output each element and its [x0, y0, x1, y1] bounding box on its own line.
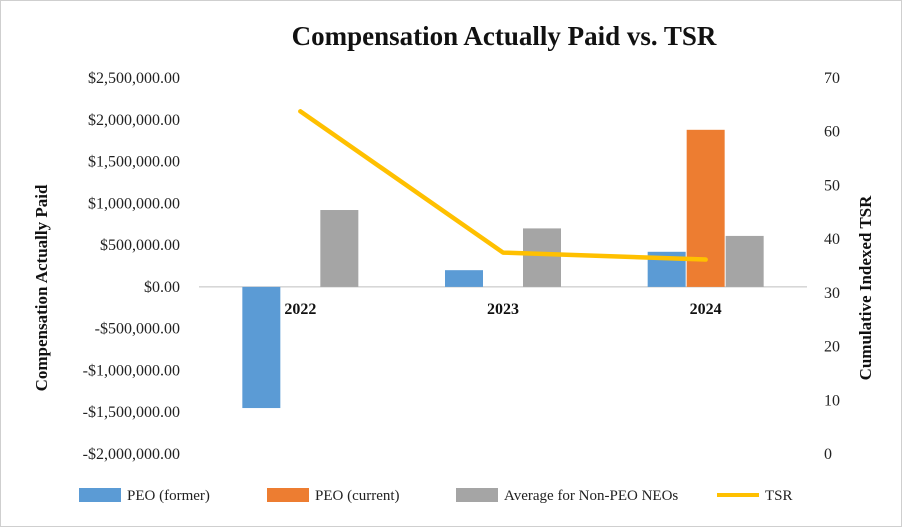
category-label-2023: 2023 [487, 301, 519, 318]
bar-peo-former--2022 [242, 286, 281, 409]
y-tick-label: $1,000,000.00 [88, 195, 180, 212]
legend-label-peo-former-: PEO (former) [127, 488, 210, 504]
bars-group [242, 129, 764, 409]
y2-axis-ticks: 70 60 50 40 30 20 10 0 [824, 70, 840, 463]
y2-tick-label: 30 [824, 285, 840, 302]
y2-tick-label: 70 [824, 70, 840, 87]
y2-tick-label: 20 [824, 339, 840, 356]
legend-swatch-peo-former- [79, 488, 121, 502]
y-tick-label: -$1,500,000.00 [83, 404, 180, 421]
y-tick-label: $500,000.00 [100, 237, 180, 254]
category-label-2022: 2022 [284, 301, 316, 318]
y-tick-label: -$500,000.00 [95, 321, 180, 338]
y-tick-label: $2,000,000.00 [88, 112, 180, 129]
category-labels: 2022 2023 2024 [284, 301, 721, 318]
legend-label-peo-current-: PEO (current) [315, 488, 400, 504]
bar-peo-current--2024 [686, 129, 725, 287]
y2-tick-label: 40 [824, 231, 840, 248]
legend-swatch-peo-current- [267, 488, 309, 502]
bar-average-for-non-peo-neos-2024 [725, 235, 764, 287]
y-tick-label: -$1,000,000.00 [83, 362, 180, 379]
tsr-line-group [298, 109, 708, 262]
y-tick-label: -$2,000,000.00 [83, 446, 180, 463]
chart-title: Compensation Actually Paid vs. TSR [292, 21, 717, 51]
y-tick-label: $0.00 [144, 279, 180, 296]
legend-swatch-average-for-non-peo-neos [456, 488, 498, 502]
bar-peo-former--2023 [445, 270, 483, 287]
y-tick-label: $1,500,000.00 [88, 154, 180, 171]
y2-tick-label: 50 [824, 177, 840, 194]
category-label-2024: 2024 [690, 301, 722, 318]
y-axis-ticks: $2,500,000.00 $2,000,000.00 $1,500,000.00 $… [83, 70, 180, 463]
y2-axis-title: Cumulative Indexed TSR [856, 195, 875, 381]
legend-label-tsr: TSR [765, 488, 793, 504]
y2-tick-label: 0 [824, 446, 832, 463]
bar-average-for-non-peo-neos-2022 [320, 210, 359, 287]
tsr-series-line [298, 109, 708, 262]
y2-tick-label: 60 [824, 124, 840, 141]
legend: PEO (former) PEO (current) Average for Non… [79, 488, 793, 504]
y2-tick-label: 10 [824, 392, 840, 409]
y-axis-title: Compensation Actually Paid [32, 184, 51, 391]
y-tick-label: $2,500,000.00 [88, 70, 180, 87]
bar-average-for-non-peo-neos-2023 [523, 228, 561, 287]
legend-label-average-for-non-peo-neos: Average for Non-PEO NEOs [504, 488, 678, 504]
